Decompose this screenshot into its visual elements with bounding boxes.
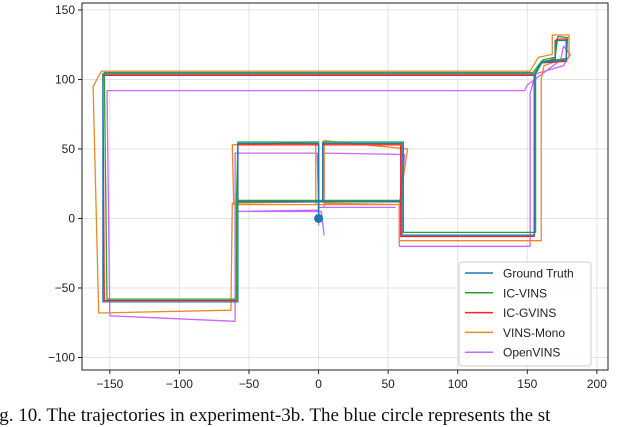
x-tick-label: 50 — [381, 377, 395, 391]
legend-label: OpenVINS — [503, 346, 560, 360]
start-marker-layer — [314, 213, 324, 223]
x-tick-label: −150 — [96, 377, 123, 391]
series-line-ic-gvins — [102, 38, 567, 302]
grid — [82, 3, 608, 370]
y-tick-label: 100 — [55, 72, 75, 86]
x-tick-label: 150 — [517, 377, 537, 391]
legend-label: IC-GVINS — [503, 306, 556, 320]
figure-caption: ig. 10. The trajectories in experiment-3… — [0, 405, 551, 426]
legend-label: IC-VINS — [503, 286, 547, 300]
start-point-marker — [314, 213, 324, 223]
trajectory-chart: −150 −100 −50 0 50 100 150 200−100−50050100150 … — [48, 2, 609, 391]
x-tick-label: 200 — [587, 377, 607, 391]
y-tick-label: 50 — [62, 142, 76, 156]
y-tick-label: 150 — [55, 3, 75, 17]
legend-box — [458, 261, 592, 367]
x-tick-label: −50 — [239, 377, 260, 391]
plot-frame — [81, 2, 609, 371]
series-line-openvins — [106, 45, 572, 322]
series-line-ground-truth — [102, 39, 567, 303]
y-tick-label: −50 — [55, 281, 76, 295]
y-tick-label: −100 — [48, 350, 75, 364]
legend-label: VINS-Mono — [503, 326, 565, 340]
legend: Ground Truth IC-VINS IC-GVINS VINS-Mono Open… — [458, 261, 592, 367]
x-tick-label: 100 — [448, 377, 468, 391]
x-tick-label: 0 — [315, 377, 322, 391]
axis-ticks: −150 −100 −50 0 50 100 150 200 −100 −50 0 50 100 150 — [48, 3, 607, 391]
legend-label: Ground Truth — [503, 267, 574, 281]
y-tick-label: 0 — [68, 211, 75, 225]
x-tick-label: −100 — [166, 377, 193, 391]
series-lines — [92, 34, 572, 322]
series-line-vins-mono — [92, 34, 570, 314]
